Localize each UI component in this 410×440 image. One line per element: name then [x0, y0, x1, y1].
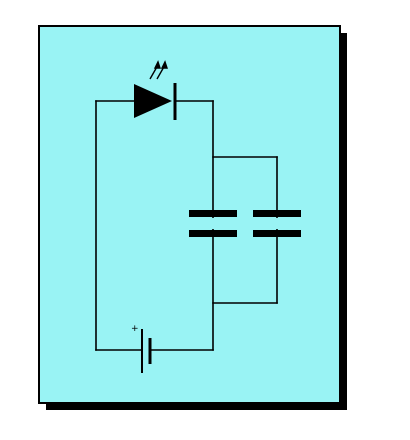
capacitor-icon: [189, 210, 237, 237]
capacitor-plate-top: [189, 210, 237, 217]
capacitor-icon: [253, 210, 301, 237]
battery-cell-icon: [141, 329, 152, 373]
led-light-arrows-icon: [149, 60, 168, 80]
led-triangle: [134, 84, 172, 118]
capacitor-plate-top: [253, 210, 301, 217]
led-diode-icon: [134, 60, 177, 120]
capacitor-plate-bottom: [253, 230, 301, 237]
battery-polarity-mark: +: [131, 324, 139, 334]
capacitor-plate-bottom: [189, 230, 237, 237]
